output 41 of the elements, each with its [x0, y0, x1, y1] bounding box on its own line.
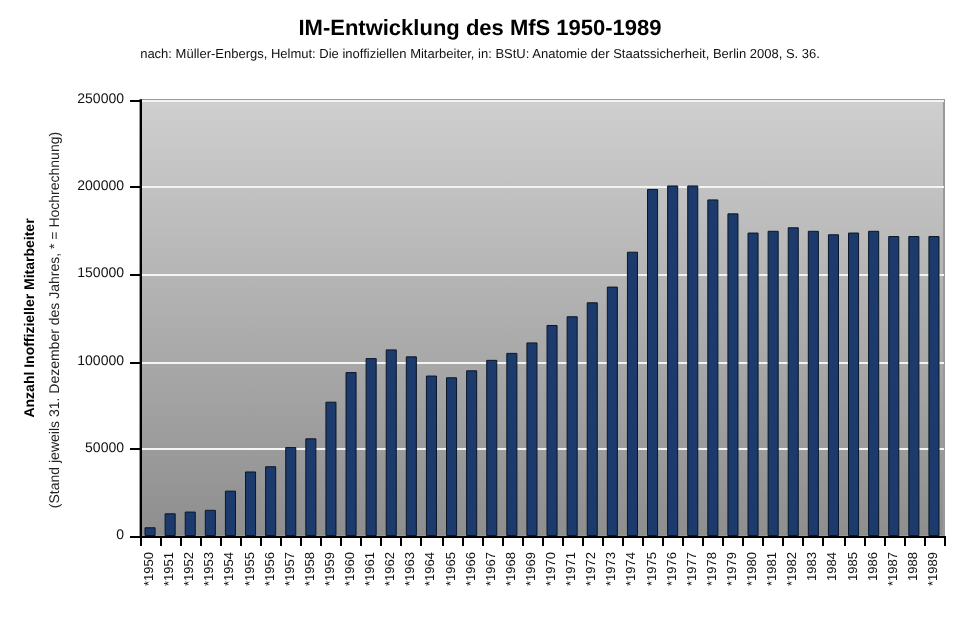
- bar: [626, 251, 638, 536]
- bar: [566, 316, 578, 536]
- bar: [164, 513, 176, 536]
- bar: [807, 230, 819, 536]
- bar: [446, 377, 458, 536]
- bar: [425, 375, 437, 536]
- bar: [144, 527, 156, 536]
- bar: [526, 342, 538, 536]
- bar: [204, 509, 216, 536]
- bar: [345, 372, 357, 536]
- bar: [888, 236, 900, 536]
- bar: [285, 447, 297, 536]
- bar: [385, 349, 397, 536]
- bar: [466, 370, 478, 536]
- bar: [606, 286, 618, 536]
- bar: [687, 185, 699, 536]
- bar: [325, 401, 337, 536]
- bar: [486, 359, 498, 536]
- bar: [827, 234, 839, 536]
- bar: [667, 185, 679, 536]
- bar: [224, 490, 236, 536]
- bar: [506, 352, 518, 536]
- chart-title: IM-Entwicklung des MfS 1950-1989: [298, 17, 662, 41]
- bar: [848, 232, 860, 536]
- bar: [727, 213, 739, 536]
- bar: [586, 302, 598, 536]
- bar: [647, 188, 659, 536]
- bar: [908, 236, 920, 536]
- bar: [747, 232, 759, 536]
- bar: [767, 230, 779, 536]
- bar: [265, 466, 277, 536]
- bar: [707, 199, 719, 536]
- bar: [787, 227, 799, 536]
- bar: [305, 438, 317, 536]
- bar: [405, 356, 417, 536]
- bar: [184, 511, 196, 536]
- bar: [928, 236, 940, 536]
- bar: [546, 324, 558, 536]
- bar: [868, 230, 880, 536]
- bar: [365, 358, 377, 536]
- bar: [245, 471, 257, 536]
